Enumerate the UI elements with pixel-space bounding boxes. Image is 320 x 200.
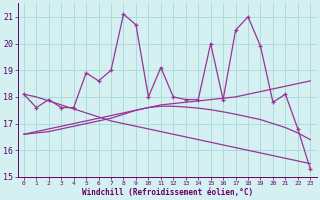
X-axis label: Windchill (Refroidissement éolien,°C): Windchill (Refroidissement éolien,°C) (82, 188, 253, 197)
